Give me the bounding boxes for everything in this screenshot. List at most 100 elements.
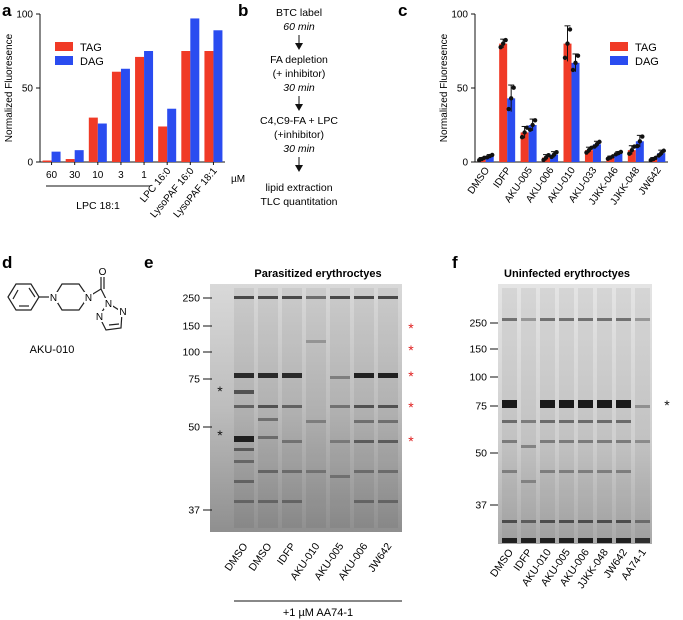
gel-band <box>578 538 593 543</box>
panel-e-title: Parasitized erythroctyes <box>254 268 381 280</box>
gel-band <box>578 318 593 321</box>
bar-dag-5 <box>167 108 177 162</box>
bar-dag-3 <box>550 154 559 162</box>
gel-band <box>354 470 374 473</box>
marker-label: 75 <box>475 401 487 413</box>
data-point <box>508 96 514 101</box>
marker-label: 150 <box>182 321 200 333</box>
gel-band <box>234 460 254 463</box>
bar-tag-0 <box>42 160 52 162</box>
gel-e-markers: 250 150 100 75 50 37 <box>182 293 212 517</box>
bar-tag-3 <box>111 71 121 162</box>
gel-band <box>330 440 350 443</box>
gel-band <box>378 440 398 443</box>
gel-f-bands <box>502 288 650 543</box>
step-3-time: 30 min <box>283 143 315 155</box>
gel-band <box>502 520 517 523</box>
black-star: * <box>217 383 223 399</box>
gel-lane <box>502 288 517 540</box>
gel-band <box>502 318 517 321</box>
step-4-title: lipid extraction <box>265 182 332 194</box>
bar-dag-1 <box>507 98 516 162</box>
bar-tag-6 <box>606 157 615 162</box>
gel-band <box>354 500 374 503</box>
gel-band <box>258 500 278 503</box>
gel-band <box>234 500 254 503</box>
x-tick-label: 1 <box>141 170 147 181</box>
gel-band <box>502 470 517 473</box>
gel-band <box>330 296 350 299</box>
gel-band <box>578 420 593 423</box>
x-tick-label: 10 <box>92 170 104 181</box>
step-1-time: 60 min <box>283 21 315 33</box>
gel-band <box>597 318 612 321</box>
arrow-1-head <box>295 43 303 50</box>
panel-b-flowchart: BTC label 60 min FA depletion (+ inhibit… <box>260 7 338 208</box>
bar-dag-0 <box>51 151 61 162</box>
gel-band <box>258 436 278 439</box>
gel-lane <box>616 288 631 540</box>
step-2-time: 30 min <box>283 82 315 94</box>
compound-label: AKU-010 <box>30 344 75 356</box>
panel-f-title: Uninfected erythroctyes <box>504 268 630 280</box>
legend-swatch-dag <box>610 56 628 65</box>
bar-dag-2 <box>528 125 537 162</box>
bar-dag-3 <box>120 68 130 162</box>
gel-band <box>578 400 593 408</box>
gel-band <box>597 400 612 408</box>
gel-band <box>540 420 555 423</box>
gel-band <box>559 400 574 408</box>
data-point <box>635 143 640 149</box>
marker-label: 75 <box>188 374 200 386</box>
data-point <box>597 139 602 145</box>
arrow-2-head <box>295 104 303 111</box>
gel-lane <box>635 288 650 540</box>
gel-band <box>521 480 536 483</box>
legend-swatch-tag <box>55 42 73 51</box>
lane-label: DMSO <box>223 541 251 574</box>
marker-label: 50 <box>475 448 487 460</box>
panel-d-letter: d <box>2 253 12 272</box>
gel-lane <box>540 288 555 540</box>
gel-f-markers: 250 150 100 75 50 37 <box>469 318 498 512</box>
data-point <box>618 149 624 155</box>
data-point <box>661 148 666 153</box>
gel-band <box>306 470 326 473</box>
x-tick-label: DMSO <box>466 165 492 196</box>
marker-label: 37 <box>475 500 487 512</box>
marker-label: 250 <box>182 293 200 305</box>
legend-swatch-dag <box>55 56 73 65</box>
legend-label-dag: DAG <box>80 56 104 68</box>
x-tick-label: 30 <box>69 170 81 181</box>
data-point <box>519 134 525 140</box>
gel-band <box>635 538 650 543</box>
gel-band <box>502 440 517 443</box>
bar-tag-5 <box>158 126 168 162</box>
panel-b-letter: b <box>238 1 248 20</box>
data-point <box>562 55 568 61</box>
gel-lane <box>559 288 574 540</box>
data-point <box>522 130 527 135</box>
legend-swatch-tag <box>610 42 628 51</box>
bar-dag-7 <box>635 141 644 162</box>
data-point <box>498 44 503 50</box>
legend-label-dag: DAG <box>635 56 659 68</box>
bar-dag-8 <box>657 153 666 162</box>
red-star: * <box>408 399 414 415</box>
data-point <box>565 41 570 46</box>
gel-band <box>559 520 574 523</box>
panel-c-letter: c <box>398 1 407 20</box>
bar-tag-4 <box>563 43 572 162</box>
gel-band <box>502 420 517 423</box>
data-point <box>506 106 511 112</box>
gel-band <box>616 538 631 543</box>
gel-band <box>559 470 574 473</box>
red-star: * <box>408 342 414 358</box>
data-point <box>511 85 516 90</box>
marker-label: 150 <box>469 344 487 356</box>
bar-tag-4 <box>135 56 145 162</box>
gel-f-lane-labels: DMSOIDFPAKU-010AKU-005AKU-006JJKK-048JW6… <box>488 547 649 591</box>
bar-tag-7 <box>204 51 214 162</box>
gel-lane <box>330 288 350 528</box>
gel-band <box>258 470 278 473</box>
